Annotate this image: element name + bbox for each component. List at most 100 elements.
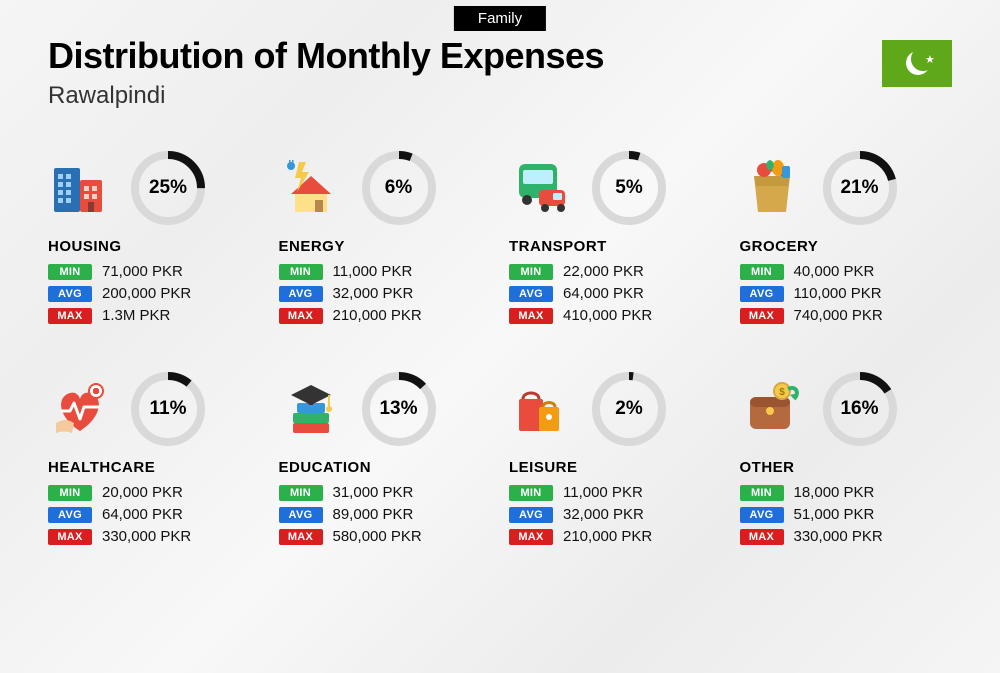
transport-icon: [509, 156, 573, 220]
stat-max: MAX 740,000 PKR: [740, 307, 961, 324]
stat-min: MIN 71,000 PKR: [48, 263, 269, 280]
percent-donut: 16%: [822, 371, 898, 447]
max-badge: MAX: [279, 529, 323, 545]
stat-min: MIN 31,000 PKR: [279, 484, 500, 501]
stat-avg: AVG 32,000 PKR: [279, 285, 500, 302]
max-badge: MAX: [48, 529, 92, 545]
housing-icon: [48, 156, 112, 220]
other-icon: $: [740, 377, 804, 441]
stat-min: MIN 11,000 PKR: [509, 484, 730, 501]
max-value: 330,000 PKR: [102, 528, 191, 545]
min-badge: MIN: [509, 485, 553, 501]
stat-max: MAX 330,000 PKR: [740, 528, 961, 545]
energy-icon: [279, 156, 343, 220]
min-value: 11,000 PKR: [563, 484, 643, 501]
category-name: LEISURE: [509, 459, 730, 476]
avg-badge: AVG: [509, 286, 553, 302]
category-name: ENERGY: [279, 238, 500, 255]
card-top-row: 11%: [48, 371, 269, 447]
max-badge: MAX: [740, 529, 784, 545]
title-block: Distribution of Monthly Expenses Rawalpi…: [48, 36, 882, 110]
stat-max: MAX 410,000 PKR: [509, 307, 730, 324]
category-card-housing: 25% HOUSING MIN 71,000 PKR AVG 200,000 P…: [48, 150, 269, 329]
percent-label: 13%: [361, 371, 437, 447]
min-value: 31,000 PKR: [333, 484, 414, 501]
percent-label: 5%: [591, 150, 667, 226]
card-top-row: 25%: [48, 150, 269, 226]
avg-value: 64,000 PKR: [563, 285, 644, 302]
category-name: TRANSPORT: [509, 238, 730, 255]
min-badge: MIN: [279, 264, 323, 280]
stat-avg: AVG 89,000 PKR: [279, 506, 500, 523]
card-top-row: 5%: [509, 150, 730, 226]
avg-badge: AVG: [279, 286, 323, 302]
stat-min: MIN 18,000 PKR: [740, 484, 961, 501]
stat-max: MAX 210,000 PKR: [509, 528, 730, 545]
category-name: HOUSING: [48, 238, 269, 255]
category-tag: Family: [454, 6, 546, 31]
percent-label: 25%: [130, 150, 206, 226]
max-badge: MAX: [48, 308, 92, 324]
stat-avg: AVG 64,000 PKR: [509, 285, 730, 302]
min-badge: MIN: [48, 264, 92, 280]
category-card-transport: 5% TRANSPORT MIN 22,000 PKR AVG 64,000 P…: [509, 150, 730, 329]
stat-min: MIN 40,000 PKR: [740, 263, 961, 280]
avg-value: 200,000 PKR: [102, 285, 191, 302]
stat-min: MIN 20,000 PKR: [48, 484, 269, 501]
percent-label: 16%: [822, 371, 898, 447]
card-top-row: $ 16%: [740, 371, 961, 447]
min-value: 20,000 PKR: [102, 484, 183, 501]
education-icon: [279, 377, 343, 441]
max-value: 1.3M PKR: [102, 307, 170, 324]
healthcare-icon: [48, 377, 112, 441]
stat-min: MIN 22,000 PKR: [509, 263, 730, 280]
stat-max: MAX 580,000 PKR: [279, 528, 500, 545]
max-badge: MAX: [509, 529, 553, 545]
avg-value: 89,000 PKR: [333, 506, 414, 523]
avg-badge: AVG: [509, 507, 553, 523]
min-badge: MIN: [740, 485, 784, 501]
percent-label: 11%: [130, 371, 206, 447]
avg-badge: AVG: [48, 507, 92, 523]
min-value: 18,000 PKR: [794, 484, 875, 501]
stat-max: MAX 210,000 PKR: [279, 307, 500, 324]
percent-label: 6%: [361, 150, 437, 226]
min-badge: MIN: [48, 485, 92, 501]
category-card-energy: 6% ENERGY MIN 11,000 PKR AVG 32,000 PKR …: [279, 150, 500, 329]
stat-avg: AVG 200,000 PKR: [48, 285, 269, 302]
max-value: 410,000 PKR: [563, 307, 652, 324]
max-badge: MAX: [740, 308, 784, 324]
category-card-education: 13% EDUCATION MIN 31,000 PKR AVG 89,000 …: [279, 371, 500, 550]
min-badge: MIN: [740, 264, 784, 280]
card-top-row: 6%: [279, 150, 500, 226]
category-name: OTHER: [740, 459, 961, 476]
category-card-grocery: 21% GROCERY MIN 40,000 PKR AVG 110,000 P…: [740, 150, 961, 329]
category-name: HEALTHCARE: [48, 459, 269, 476]
card-top-row: 13%: [279, 371, 500, 447]
max-value: 330,000 PKR: [794, 528, 883, 545]
max-badge: MAX: [279, 308, 323, 324]
flag-icon: [882, 40, 952, 87]
avg-badge: AVG: [48, 286, 92, 302]
avg-badge: AVG: [740, 507, 784, 523]
avg-badge: AVG: [279, 507, 323, 523]
stat-max: MAX 1.3M PKR: [48, 307, 269, 324]
category-card-other: $ 16% OTHER MIN 18,000 PKR AVG 51,000 PK…: [740, 371, 961, 550]
percent-label: 2%: [591, 371, 667, 447]
percent-donut: 6%: [361, 150, 437, 226]
stat-avg: AVG 32,000 PKR: [509, 506, 730, 523]
stat-min: MIN 11,000 PKR: [279, 263, 500, 280]
percent-donut: 13%: [361, 371, 437, 447]
grocery-icon: [740, 156, 804, 220]
stat-avg: AVG 64,000 PKR: [48, 506, 269, 523]
categories-grid: 25% HOUSING MIN 71,000 PKR AVG 200,000 P…: [48, 150, 960, 550]
min-badge: MIN: [509, 264, 553, 280]
svg-text:$: $: [779, 387, 785, 398]
avg-value: 32,000 PKR: [333, 285, 414, 302]
category-card-healthcare: 11% HEALTHCARE MIN 20,000 PKR AVG 64,000…: [48, 371, 269, 550]
percent-label: 21%: [822, 150, 898, 226]
min-badge: MIN: [279, 485, 323, 501]
percent-donut: 11%: [130, 371, 206, 447]
avg-value: 51,000 PKR: [794, 506, 875, 523]
page-subtitle: Rawalpindi: [48, 82, 882, 110]
